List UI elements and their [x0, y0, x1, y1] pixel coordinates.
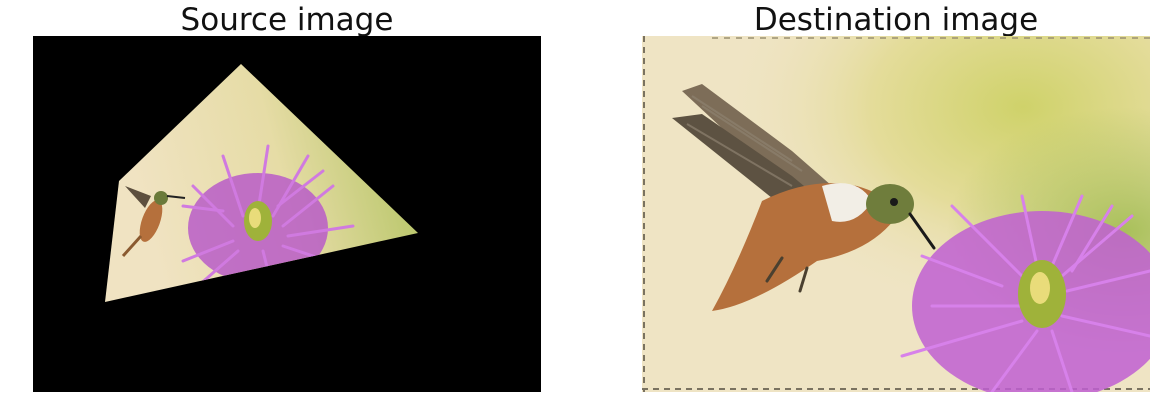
source-image-title: Source image: [180, 2, 394, 38]
source-image: [105, 64, 418, 302]
destination-image-title: Destination image: [753, 2, 1039, 38]
destination-image: [642, 36, 1150, 392]
flower-large-graphic: [900, 194, 1150, 392]
destination-image-panel: [642, 36, 1150, 392]
hummingbird-large-graphic: [672, 84, 936, 311]
source-image-panel: [33, 36, 541, 392]
hummingbird-graphic: [121, 186, 186, 258]
